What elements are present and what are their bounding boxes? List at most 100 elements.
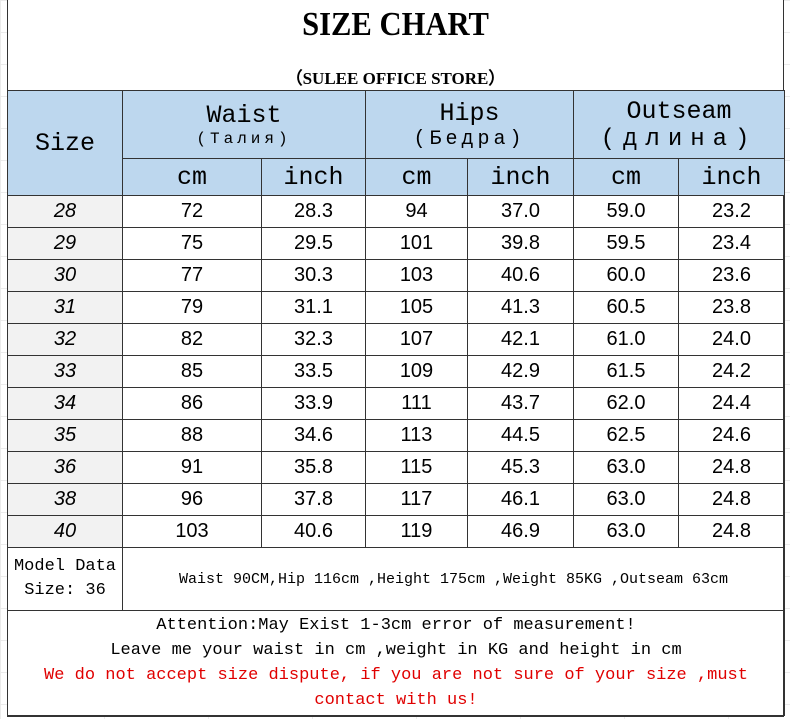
cell-outseam-cm: 62.5 — [573, 419, 680, 452]
cell-outseam-cm: 63.0 — [573, 483, 680, 516]
cell-waist-inch: 35.8 — [261, 451, 366, 484]
cell-size: 31 — [7, 291, 123, 324]
cell-hips-cm: 113 — [365, 419, 468, 452]
cell-size: 33 — [7, 355, 123, 388]
cell-size: 36 — [7, 451, 123, 484]
cell-waist-inch: 34.6 — [261, 419, 366, 452]
cell-waist-cm: 72 — [122, 195, 262, 228]
table-row: 32 82 32.3 107 42.1 61.0 24.0 — [7, 323, 786, 356]
cell-outseam-inch: 24.8 — [678, 483, 786, 516]
cell-waist-cm: 82 — [122, 323, 262, 356]
cell-hips-cm: 101 — [365, 227, 468, 260]
cell-hips-cm: 107 — [365, 323, 468, 356]
table-row: 29 75 29.5 101 39.8 59.5 23.4 — [7, 227, 786, 260]
waist-ru-label: (Талия) — [196, 130, 292, 148]
model-details: Waist 90CM,Hip 116cm ,Height 175cm ,Weig… — [121, 547, 786, 611]
table-row: 35 88 34.6 113 44.5 62.5 24.6 — [7, 419, 786, 452]
cell-size: 30 — [7, 259, 123, 292]
cell-waist-inch: 28.3 — [261, 195, 366, 228]
cell-waist-inch: 32.3 — [261, 323, 366, 356]
model-size: Size: 36 — [24, 581, 106, 600]
cell-size: 28 — [7, 195, 123, 228]
cell-hips-cm: 117 — [365, 483, 468, 516]
outseam-header: Outseam (длина) — [573, 90, 786, 159]
cell-hips-cm: 119 — [365, 515, 468, 548]
cell-outseam-cm: 63.0 — [573, 515, 680, 548]
cell-size: 34 — [7, 387, 123, 420]
cell-waist-inch: 33.9 — [261, 387, 366, 420]
cell-hips-inch: 46.9 — [466, 515, 575, 548]
note-warning: We do not accept size dispute, if you ar… — [44, 666, 748, 710]
cell-hips-inch: 42.1 — [466, 323, 575, 356]
cell-hips-cm: 115 — [365, 451, 468, 484]
size-chart: SIZE CHART （SULEE OFFICE STORE） Size Wai… — [6, 0, 786, 717]
cell-hips-cm: 94 — [365, 195, 468, 228]
unit-cm: cm — [573, 158, 680, 196]
table-row: 28 72 28.3 94 37.0 59.0 23.2 — [7, 195, 786, 228]
table-row: 38 96 37.8 117 46.1 63.0 24.8 — [7, 483, 786, 516]
cell-outseam-cm: 63.0 — [573, 451, 680, 484]
size-table: Size Waist (Талия) Hips (Бедра) Outseam (дл… — [6, 90, 786, 716]
waist-label: Waist — [206, 101, 282, 130]
waist-header: Waist (Талия) — [122, 90, 366, 159]
cell-hips-inch: 44.5 — [466, 419, 575, 452]
cell-outseam-inch: 23.2 — [678, 195, 786, 228]
cell-hips-inch: 37.0 — [466, 195, 575, 228]
cell-size: 35 — [7, 419, 123, 452]
hips-label: Hips — [439, 98, 500, 128]
cell-hips-inch: 45.3 — [466, 451, 575, 484]
cell-outseam-inch: 23.4 — [678, 227, 786, 260]
unit-inch: inch — [678, 158, 786, 196]
table-row: 33 85 33.5 109 42.9 61.5 24.2 — [7, 355, 786, 388]
store-name: （SULEE OFFICE STORE） — [285, 69, 506, 88]
cell-outseam-cm: 61.5 — [573, 355, 680, 388]
cell-waist-cm: 75 — [122, 227, 262, 260]
cell-hips-inch: 41.3 — [466, 291, 575, 324]
model-label: Model Data Size: 36 — [7, 547, 123, 611]
table-row: 31 79 31.1 105 41.3 60.5 23.8 — [7, 291, 786, 324]
cell-hips-inch: 46.1 — [466, 483, 575, 516]
hips-header: Hips (Бедра) — [364, 90, 575, 159]
cell-waist-inch: 37.8 — [261, 483, 366, 516]
cell-outseam-inch: 23.6 — [678, 259, 786, 292]
unit-cm: cm — [365, 158, 468, 196]
cell-hips-inch: 40.6 — [466, 259, 575, 292]
cell-hips-cm: 111 — [365, 387, 468, 420]
table-row: 30 77 30.3 103 40.6 60.0 23.6 — [7, 259, 786, 292]
notes: Attention:May Exist 1-3cm error of measu… — [6, 610, 786, 716]
cell-waist-cm: 103 — [122, 515, 262, 548]
outseam-label: Outseam — [626, 96, 732, 126]
cell-waist-cm: 79 — [122, 291, 262, 324]
cell-outseam-cm: 61.0 — [573, 323, 680, 356]
cell-size: 38 — [7, 483, 123, 516]
cell-waist-cm: 96 — [122, 483, 262, 516]
cell-outseam-cm: 59.0 — [573, 195, 680, 228]
cell-waist-cm: 91 — [122, 451, 262, 484]
cell-size: 29 — [7, 227, 123, 260]
cell-waist-inch: 33.5 — [261, 355, 366, 388]
cell-outseam-cm: 60.5 — [573, 291, 680, 324]
unit-inch: inch — [261, 158, 366, 196]
cell-hips-cm: 103 — [365, 259, 468, 292]
cell-outseam-cm: 60.0 — [573, 259, 680, 292]
table-row: 40 103 40.6 119 46.9 63.0 24.8 — [7, 515, 786, 548]
cell-hips-cm: 105 — [365, 291, 468, 324]
cell-size: 40 — [7, 515, 123, 548]
cell-waist-inch: 30.3 — [261, 259, 366, 292]
cell-waist-inch: 40.6 — [261, 515, 366, 548]
hips-ru-label: (Бедра) — [413, 127, 526, 151]
outseam-ru-label: (длина) — [600, 125, 758, 153]
cell-hips-inch: 43.7 — [466, 387, 575, 420]
cell-outseam-inch: 24.0 — [678, 323, 786, 356]
cell-waist-inch: 31.1 — [261, 291, 366, 324]
note-attention: Attention:May Exist 1-3cm error of measu… — [156, 616, 636, 635]
cell-waist-cm: 77 — [122, 259, 262, 292]
page-title: SIZE CHART — [302, 6, 489, 43]
cell-outseam-inch: 23.8 — [678, 291, 786, 324]
cell-waist-inch: 29.5 — [261, 227, 366, 260]
size-header: Size — [7, 90, 123, 196]
cell-outseam-inch: 24.4 — [678, 387, 786, 420]
unit-inch: inch — [466, 158, 575, 196]
model-label-line1: Model Data — [13, 557, 117, 576]
unit-cm: cm — [122, 158, 262, 196]
